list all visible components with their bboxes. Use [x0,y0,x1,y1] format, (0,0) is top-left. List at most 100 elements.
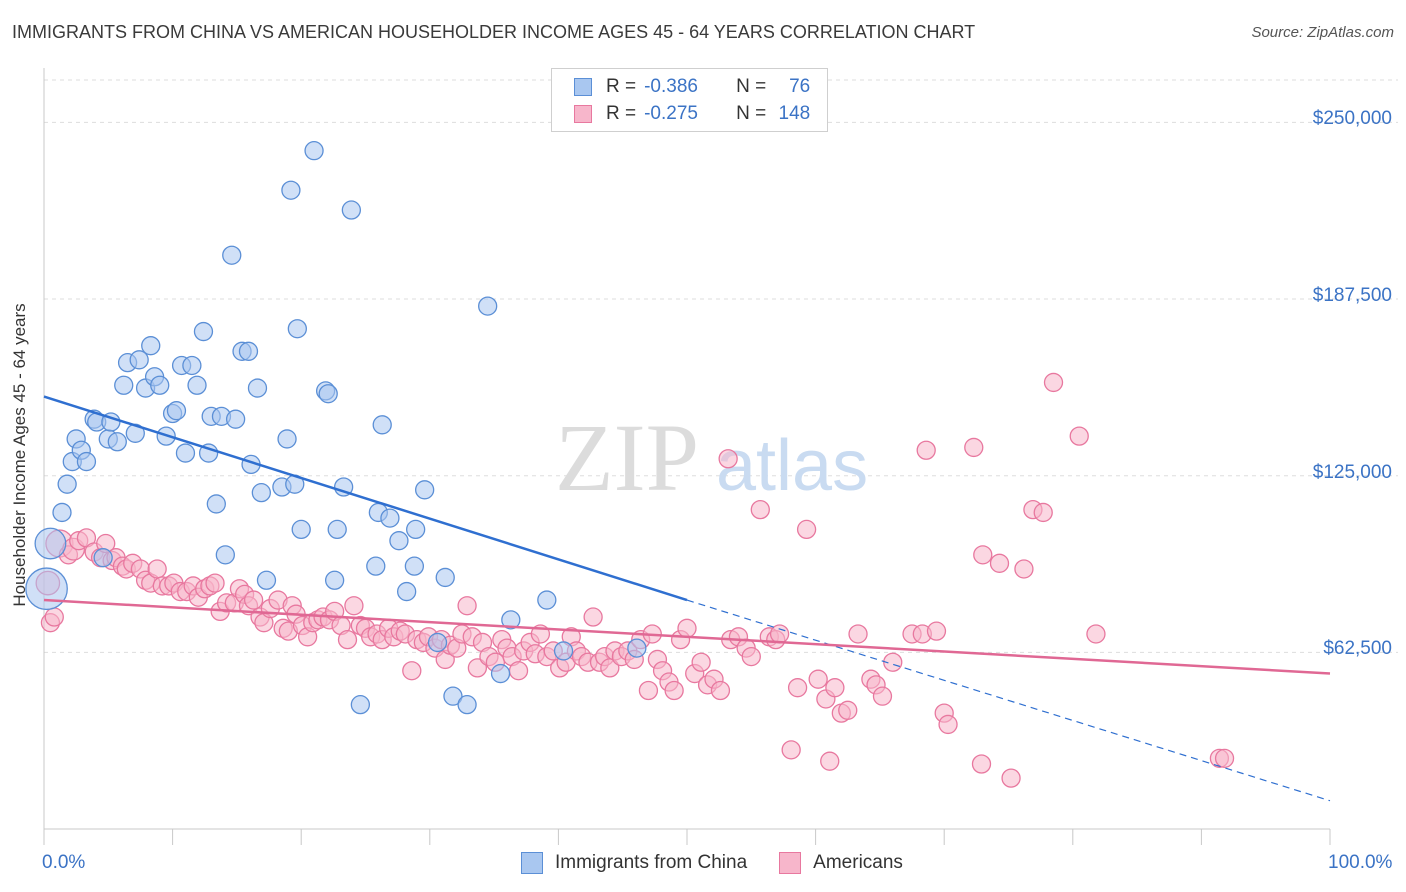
americans-point [1033,502,1053,523]
china-point [304,141,324,161]
china-point [25,567,68,611]
americans-point [781,740,801,760]
china-point [324,570,345,590]
americans-point [205,573,225,593]
americans-swatch [779,852,802,874]
china-point [287,319,307,339]
americans-point [691,652,711,672]
china-point [198,443,219,463]
china-point [93,548,113,568]
americans-point [337,629,358,650]
watermark-atlas: atlas [716,426,868,506]
americans-point [1001,768,1021,788]
china-point [182,355,202,376]
r-label: R = [606,103,637,124]
china-point [166,401,187,421]
r-value-americans: -0.275 [644,103,698,124]
china-point [350,694,371,715]
americans-point [467,658,488,678]
legend-item-americans: Americans [779,852,903,874]
n-label: N = [736,103,767,124]
n-value-china: 76 [789,76,811,97]
americans-point [243,590,264,610]
americans-point [508,661,529,681]
china-point [627,638,647,658]
china-point [150,375,170,395]
china-point [114,375,134,395]
legend-row-americans: R = -0.275 N = 148 [574,102,810,126]
americans-point [787,678,808,698]
gridlines [44,79,1398,653]
americans-point [664,680,684,701]
china-point [187,375,207,395]
china-point [281,180,301,200]
china-point [435,567,455,588]
legend-row-china: R = -0.386 N = 76 [574,75,810,99]
china-point [291,519,311,540]
china-point [389,531,409,551]
n-value-americans: 148 [778,103,811,124]
chart-title: IMMIGRANTS FROM CHINA VS AMERICAN HOUSEH… [12,22,976,42]
china-point [553,641,574,661]
americans-point [147,559,167,579]
china-point [341,200,362,220]
china-point [222,245,242,265]
china-point [107,432,127,452]
americans-point [973,545,993,565]
watermark-zip: ZIP [555,404,699,511]
china-point [34,527,67,560]
china-point [372,415,392,435]
americans-point [808,669,828,689]
americans-point [796,519,817,540]
americans-swatch [574,105,592,123]
americans-point [741,646,761,667]
china-point [76,451,97,472]
series-legend: Immigrants from China Americans [521,852,935,874]
china-point [427,632,448,653]
americans-point [883,652,903,672]
china-point [327,519,347,540]
americans-point [402,661,422,681]
legend-item-china: Immigrants from China [521,852,747,874]
americans-point [1043,372,1064,393]
americans-point [838,700,858,720]
china-trend-line [43,395,688,602]
china-point [406,519,426,540]
china-point [215,545,235,565]
china-point [404,556,425,576]
r-value-china: -0.386 [644,76,698,97]
americans-point [583,607,603,627]
china-point [478,296,498,316]
r-label: R = [606,76,637,97]
y-tick-label: $125,000 [1312,461,1392,483]
china-point [397,581,417,602]
americans-point [344,596,364,616]
americans-point [848,624,868,644]
china-point [238,341,259,361]
americans-point [718,449,738,469]
n-label: N = [736,76,767,97]
china-points [25,141,647,715]
china-point [175,443,196,463]
x-tick-label-min: 0.0% [42,852,86,873]
china-point [247,378,268,398]
china-point [57,474,77,494]
americans-trend-line [43,598,1331,675]
china-swatch [574,78,592,96]
china-point [537,590,557,610]
trend-lines [43,395,1331,802]
x-tick-label-max: 100.0% [1328,852,1393,873]
americans-point [820,751,840,771]
americans-point [926,621,947,641]
china-point [443,686,463,706]
china-point [490,663,511,684]
americans-point [1069,426,1089,446]
correlation-legend: R = -0.386 N = 76 R = -0.275 N = 148 [551,68,828,132]
china-trend-extension [686,599,1331,802]
china-point [141,336,161,356]
axes [43,68,1331,845]
china-point [129,350,149,370]
watermark: ZIP atlas [555,404,868,511]
china-point [193,321,214,342]
